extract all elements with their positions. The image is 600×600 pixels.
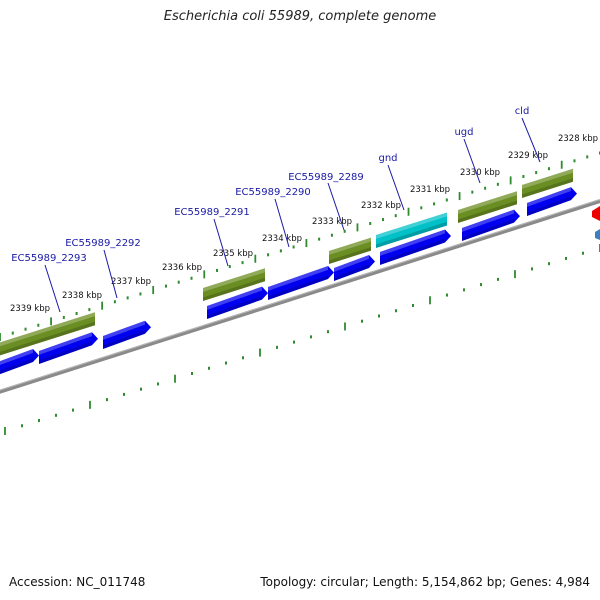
cds-arrow — [207, 286, 268, 319]
scale-tick-label: 2336 kbp — [162, 263, 202, 273]
scale-tick-label: 2338 kbp — [62, 291, 102, 301]
scale-tick-label: 2339 kbp — [10, 304, 50, 314]
gene-leader-line — [213, 218, 229, 267]
gene-leader-line — [44, 264, 61, 313]
scale-tick-label: 2335 kbp — [213, 249, 253, 259]
gene-leader-line — [387, 164, 405, 211]
cds-arrow — [334, 254, 375, 281]
genome-summary-text: Topology: circular; Length: 5,154,862 bp… — [260, 575, 590, 589]
gene-box — [0, 312, 95, 356]
edge-marker-red — [592, 206, 600, 221]
label-layer: 2328 kbp 2329 kbp 2330 kbp 2331 kbp 2332 kbp… — [10, 106, 598, 314]
cds-arrow — [268, 266, 334, 300]
gene-label: cld — [515, 106, 530, 117]
gene-label: EC55989_2290 — [235, 187, 311, 198]
scale-tick-label: 2328 kbp — [558, 134, 598, 144]
scale-tick-label: 2334 kbp — [262, 234, 302, 244]
gene-box — [203, 268, 265, 301]
scale-tick-label: 2333 kbp — [312, 217, 352, 227]
gene-label: EC55989_2291 — [174, 207, 250, 218]
gene-label: EC55989_2289 — [288, 172, 364, 183]
inner-tick-track — [4, 244, 600, 435]
scale-tick-label: 2337 kbp — [111, 277, 151, 287]
scale-tick-label: 2330 kbp — [460, 168, 500, 178]
cds-arrow — [380, 229, 451, 265]
cds-arrow — [527, 187, 577, 216]
gene-box — [522, 168, 573, 198]
gene-leader-line — [463, 138, 481, 184]
accession-text: Accession: NC_011748 — [9, 575, 146, 589]
gene-label: EC55989_2293 — [11, 253, 87, 264]
gene-leader-line — [274, 198, 290, 248]
cds-arrow — [0, 349, 39, 375]
gene-label: gnd — [378, 153, 397, 164]
scale-tick-label: 2332 kbp — [361, 201, 401, 211]
gene-leader-line — [327, 182, 345, 231]
gene-leader-line — [103, 249, 118, 299]
genome-backbone-highlight — [0, 199, 600, 391]
gene-label: EC55989_2292 — [65, 238, 141, 249]
highlight-gene-box — [376, 212, 447, 248]
edge-marker-blue — [595, 229, 600, 240]
gene-leader-line — [521, 117, 541, 163]
cds-arrow — [462, 209, 520, 241]
gene-label: ugd — [454, 127, 473, 138]
cds-arrow — [39, 332, 98, 364]
gene-box — [458, 191, 517, 223]
feature-track — [0, 168, 577, 375]
genome-backbone — [0, 199, 600, 394]
scale-tick-label: 2329 kbp — [508, 151, 548, 161]
outer-tick-track — [0, 151, 600, 341]
cds-arrow — [103, 320, 151, 349]
map-title: Escherichia coli 55989, complete genome — [163, 9, 437, 24]
scale-tick-label: 2331 kbp — [410, 185, 450, 195]
gene-box — [329, 237, 371, 264]
